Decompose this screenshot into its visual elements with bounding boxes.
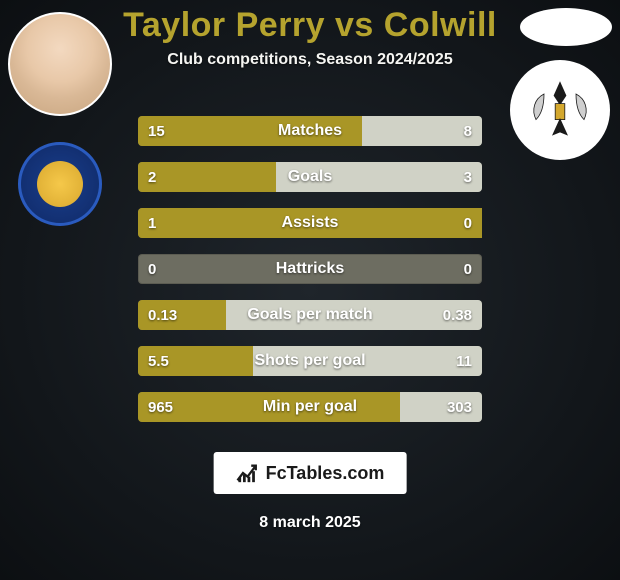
stat-value-right: 303 [437, 392, 482, 422]
brand-badge: FcTables.com [214, 452, 407, 494]
infographic-root: Taylor Perry vs Colwill Club competition… [0, 0, 620, 580]
stat-value-right: 8 [454, 116, 482, 146]
stat-label: Goals [288, 168, 332, 186]
stat-value-right: 11 [446, 346, 482, 376]
stat-value-left: 965 [138, 392, 183, 422]
stat-value-right: 0.38 [433, 300, 482, 330]
crest-right-svg [520, 70, 600, 150]
stat-row: Goals per match 0.13 0.38 [138, 300, 482, 330]
stat-label: Assists [282, 214, 339, 232]
stat-row: Goals 2 3 [138, 162, 482, 192]
stat-value-left: 15 [138, 116, 175, 146]
stat-row: Shots per goal 5.5 11 [138, 346, 482, 376]
stat-value-right: 3 [454, 162, 482, 192]
stat-value-left: 2 [138, 162, 166, 192]
stat-value-left: 0 [138, 254, 166, 284]
stat-row: Matches 15 8 [138, 116, 482, 146]
stat-row: Min per goal 965 303 [138, 392, 482, 422]
chart-up-icon [236, 462, 258, 484]
club-crest-right [510, 60, 610, 160]
date-text: 8 march 2025 [0, 514, 620, 532]
player-left-photo [8, 12, 112, 116]
stat-row: Hattricks 0 0 [138, 254, 482, 284]
stat-label: Goals per match [247, 306, 372, 324]
stat-value-left: 0.13 [138, 300, 187, 330]
stat-label: Min per goal [263, 398, 357, 416]
brand-text: FcTables.com [266, 463, 385, 484]
stat-value-left: 1 [138, 208, 166, 238]
stat-value-right: 0 [454, 254, 482, 284]
stat-bars: Matches 15 8 Goals 2 3 Assists 1 0 Hattricks 0 0 Goa… [138, 116, 482, 422]
player-right-photo [520, 8, 612, 46]
stat-label: Matches [278, 122, 342, 140]
stat-label: Shots per goal [254, 352, 365, 370]
stat-value-right: 0 [454, 208, 482, 238]
stat-value-left: 5.5 [138, 346, 179, 376]
club-crest-left [18, 142, 102, 226]
stat-label: Hattricks [276, 260, 344, 278]
stat-row: Assists 1 0 [138, 208, 482, 238]
